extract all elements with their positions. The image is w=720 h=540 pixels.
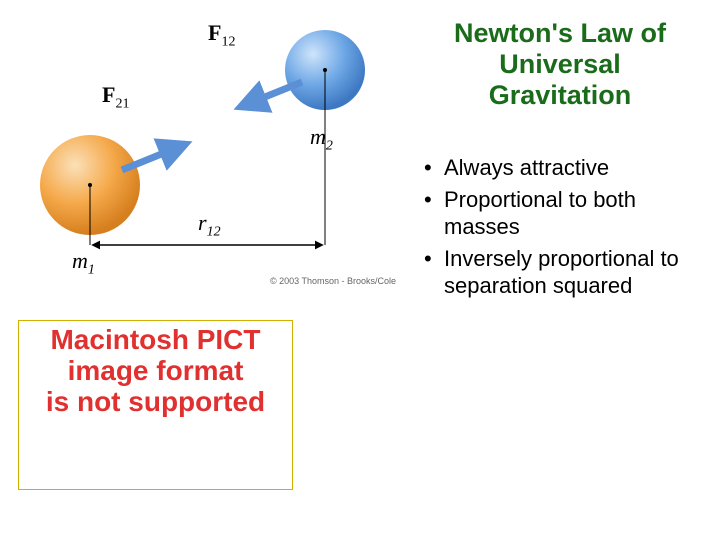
force-label-f12: F12	[208, 20, 235, 50]
diagram-credit: © 2003 Thomson - Brooks/Cole	[270, 276, 396, 286]
force-label-f21: F21	[102, 82, 129, 112]
slide-title: Newton's Law of Universal Gravitation	[430, 18, 690, 111]
bullet-item: Inversely proportional to separation squ…	[420, 246, 690, 299]
pict-error-line: Macintosh PICT	[19, 325, 292, 356]
pict-error-line: image format	[19, 356, 292, 387]
bullet-item: Proportional to both masses	[420, 187, 690, 240]
title-area: Newton's Law of Universal Gravitation	[430, 18, 690, 111]
bullet-list: Always attractive Proportional to both m…	[420, 155, 690, 305]
mass-label-m1: m1	[72, 248, 95, 278]
gravitation-diagram: F12 F21 m1 m2 r12 © 2003 Thomson - Brook…	[20, 10, 400, 300]
mass-label-m2: m2	[310, 124, 333, 154]
pict-error-line: is not supported	[19, 387, 292, 418]
bullet-item: Always attractive	[420, 155, 690, 181]
distance-label-r12: r12	[198, 210, 221, 240]
pict-error-box: Macintosh PICT image format is not suppo…	[18, 320, 293, 490]
